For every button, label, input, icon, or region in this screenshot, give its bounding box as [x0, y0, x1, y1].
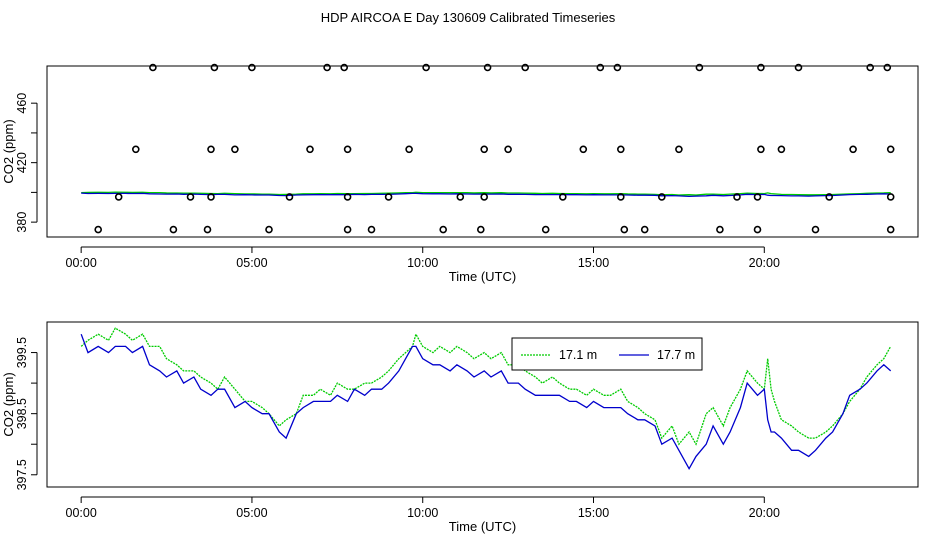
calibration-point — [439, 225, 448, 234]
calibration-point — [657, 193, 666, 201]
calibration-point — [886, 225, 895, 234]
y-tick-label: 398.5 — [15, 398, 29, 429]
calibration-point — [825, 193, 834, 201]
y-tick-label: 380 — [15, 212, 29, 233]
x-tick-label: 00:00 — [66, 256, 97, 270]
calibration-point — [733, 193, 741, 201]
calibration-point — [757, 145, 765, 154]
plot-frame — [46, 321, 919, 488]
calibration-point — [753, 193, 762, 201]
calibration-point — [675, 145, 683, 154]
x-tick-label: 20:00 — [749, 256, 780, 270]
calibration-point — [811, 225, 820, 234]
x-axis-title: Time (UTC) — [449, 519, 516, 534]
y-tick-label: 399.5 — [15, 337, 29, 368]
calibration-point — [866, 63, 875, 72]
calibration-point — [521, 63, 530, 72]
legend-label: 17.1 m — [559, 348, 597, 362]
calibration-point — [422, 63, 430, 72]
calibration-point — [886, 145, 895, 154]
calibration-point — [541, 225, 550, 234]
calibration-point — [343, 225, 352, 234]
calibration-point — [794, 63, 803, 72]
calibration-point — [616, 193, 625, 201]
y-tick-label: 397.5 — [15, 459, 29, 490]
calibration-point — [480, 145, 489, 154]
calibration-point — [849, 145, 857, 154]
calibration-point — [186, 193, 195, 201]
series-line-17-1-m — [80, 327, 892, 446]
legend-box — [511, 337, 703, 371]
y-tick-label: 420 — [15, 152, 29, 173]
x-tick-label: 15:00 — [578, 506, 609, 520]
calibration-point — [480, 193, 489, 201]
calibration-point — [210, 63, 219, 72]
calibration-point — [384, 193, 393, 201]
calibration-point — [132, 145, 140, 154]
y-axis-title: CO2 (ppm) — [1, 119, 16, 183]
x-tick-label: 10:00 — [407, 506, 438, 520]
x-tick-label: 05:00 — [236, 256, 267, 270]
calibration-point — [579, 145, 588, 154]
legend-label: 17.7 m — [657, 348, 695, 362]
calibration-point — [306, 145, 314, 154]
x-tick-label: 15:00 — [578, 256, 609, 270]
calibration-point — [248, 63, 256, 72]
calibration-point — [94, 225, 102, 234]
figure-title: HDP AIRCOA E Day 130609 Calibrated Times… — [321, 10, 616, 25]
calibration-point — [616, 145, 625, 154]
calibration-point — [483, 63, 492, 72]
calibration-point — [405, 145, 413, 154]
calibration-point — [203, 225, 212, 234]
panel-top: 00:00 05:00 10:00 15:00 20:00 Time (UTC) 380 42… — [1, 63, 919, 284]
calibration-point — [207, 145, 215, 154]
calibration-point — [886, 193, 895, 201]
calibration-point — [340, 63, 349, 72]
calibration-point — [456, 193, 465, 201]
calibration-point — [640, 225, 649, 234]
y-tick-label: 460 — [15, 93, 29, 114]
series-line-blue — [81, 192, 891, 198]
x-tick-label: 20:00 — [749, 506, 780, 520]
calibration-point — [596, 63, 605, 72]
series-line-17-7-m — [80, 333, 892, 471]
calibration-point — [169, 225, 178, 234]
calibration-point — [285, 193, 294, 201]
calibration-point — [504, 145, 512, 154]
calibration-point — [149, 63, 157, 72]
calibration-point — [883, 63, 892, 72]
calibration-point — [757, 63, 765, 72]
calibration-point — [265, 225, 273, 234]
calibration-point — [753, 225, 762, 234]
calibration-point — [343, 193, 352, 201]
calibration-point — [231, 145, 239, 154]
calibration-point — [613, 63, 622, 72]
calibration-point — [558, 193, 567, 201]
x-axis-title: Time (UTC) — [449, 269, 516, 284]
series-line-green — [81, 191, 891, 196]
calibration-point — [114, 193, 123, 201]
calibration-point — [367, 225, 376, 234]
calibration-point — [343, 145, 352, 154]
x-tick-label: 10:00 — [407, 256, 438, 270]
panel-bottom: 00:00 05:00 10:00 15:00 20:00 Time (UTC) 397.5… — [1, 321, 919, 534]
y-axis-title: CO2 (ppm) — [1, 372, 16, 436]
calibration-point — [207, 193, 215, 201]
calibration-point — [476, 225, 485, 234]
plot-frame — [46, 65, 919, 238]
x-tick-label: 00:00 — [66, 506, 97, 520]
calibration-point — [323, 63, 331, 72]
calibration-point — [620, 225, 629, 234]
x-tick-label: 05:00 — [236, 506, 267, 520]
calibration-point — [777, 145, 786, 154]
legend: 17.1 m 17.7 m — [511, 337, 703, 371]
calibration-point — [716, 225, 724, 234]
calibration-point — [695, 63, 704, 72]
